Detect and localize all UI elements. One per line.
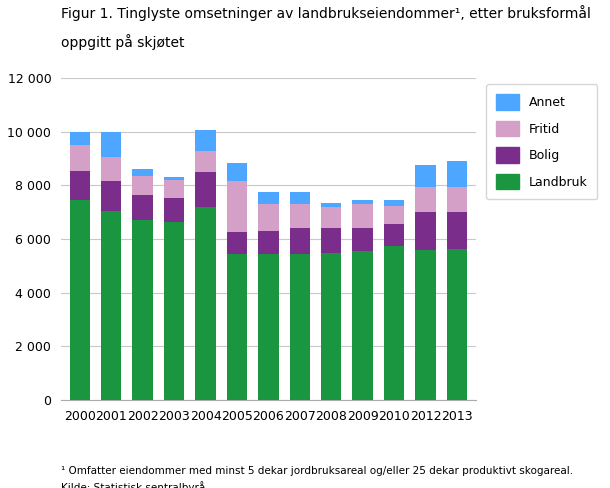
Bar <box>101 132 121 157</box>
Bar <box>447 187 467 212</box>
Bar <box>70 145 90 171</box>
Bar <box>353 228 373 251</box>
Bar <box>258 204 279 231</box>
Legend: Annet, Fritid, Bolig, Landbruk: Annet, Fritid, Bolig, Landbruk <box>486 84 597 199</box>
Bar <box>384 224 404 246</box>
Bar <box>227 254 247 400</box>
Bar <box>290 192 310 204</box>
Bar <box>101 157 121 182</box>
Bar <box>290 254 310 400</box>
Bar <box>227 232 247 254</box>
Text: Figur 1. Tinglyste omsetninger av landbrukseiendommer¹, etter bruksformål: Figur 1. Tinglyste omsetninger av landbr… <box>61 5 591 21</box>
Bar <box>164 178 184 180</box>
Bar <box>101 211 121 400</box>
Bar <box>415 165 436 187</box>
Bar <box>353 251 373 400</box>
Bar <box>132 169 153 176</box>
Bar <box>132 221 153 400</box>
Text: Kilde: Statistisk sentralbyrå.: Kilde: Statistisk sentralbyrå. <box>61 481 209 488</box>
Bar <box>447 161 467 187</box>
Bar <box>290 204 310 228</box>
Bar <box>415 250 436 400</box>
Bar <box>195 151 216 172</box>
Text: oppgitt på skjøtet: oppgitt på skjøtet <box>61 34 184 50</box>
Bar <box>70 132 90 145</box>
Bar <box>258 231 279 254</box>
Bar <box>132 195 153 221</box>
Bar <box>258 192 279 204</box>
Bar <box>227 163 247 182</box>
Bar <box>70 200 90 400</box>
Bar <box>321 228 342 253</box>
Bar <box>447 248 467 400</box>
Bar <box>415 187 436 212</box>
Bar <box>195 207 216 400</box>
Text: ¹ Omfatter eiendommer med minst 5 dekar jordbruksareal og/eller 25 dekar produkt: ¹ Omfatter eiendommer med minst 5 dekar … <box>61 466 573 476</box>
Bar <box>384 205 404 224</box>
Bar <box>447 212 467 248</box>
Bar <box>70 171 90 200</box>
Bar <box>164 222 184 400</box>
Bar <box>353 200 373 204</box>
Bar <box>101 182 121 211</box>
Bar <box>195 172 216 207</box>
Bar <box>415 212 436 250</box>
Bar <box>164 198 184 222</box>
Bar <box>195 130 216 151</box>
Bar <box>321 203 342 207</box>
Bar <box>132 176 153 195</box>
Bar <box>258 254 279 400</box>
Bar <box>384 246 404 400</box>
Bar <box>353 204 373 228</box>
Bar <box>321 253 342 400</box>
Bar <box>321 207 342 228</box>
Bar <box>384 200 404 205</box>
Bar <box>227 182 247 232</box>
Bar <box>164 180 184 198</box>
Bar <box>290 228 310 254</box>
